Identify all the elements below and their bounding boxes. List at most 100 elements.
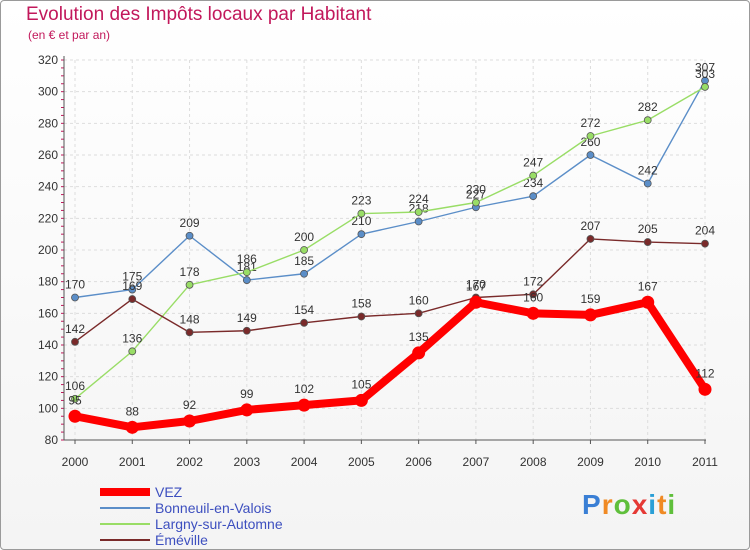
data-label: 149 — [237, 311, 257, 325]
data-point — [242, 276, 251, 284]
data-label: 223 — [351, 194, 371, 208]
y-tick-label: 100 — [38, 401, 58, 415]
x-tick-label: 2001 — [119, 455, 146, 469]
data-label: 178 — [180, 265, 200, 279]
data-point — [240, 403, 254, 417]
y-tick-label: 300 — [38, 85, 58, 99]
logo-letter: x — [632, 489, 649, 520]
legend-label: Bonneuil-en-Valois — [155, 500, 271, 516]
series-layer: 1701752091811852102182272342602423071061… — [65, 61, 715, 434]
data-label: 106 — [65, 379, 85, 393]
data-point — [125, 420, 139, 434]
data-point — [414, 217, 423, 226]
x-tick-label: 2011 — [692, 455, 718, 469]
data-point — [586, 235, 595, 243]
data-label: 112 — [695, 366, 714, 380]
data-label: 186 — [237, 252, 257, 266]
series-line — [74, 79, 706, 299]
data-point — [641, 295, 655, 309]
series-1: 170175209181185210218227234260242307 — [65, 61, 715, 302]
series-line — [74, 86, 706, 400]
data-point — [300, 269, 308, 278]
data-point — [185, 231, 194, 240]
data-point — [698, 382, 712, 396]
data-label: 200 — [294, 230, 314, 244]
x-tick-label: 2007 — [463, 455, 490, 469]
logo-letter: t — [657, 489, 667, 520]
data-label: 234 — [523, 176, 543, 190]
logo-letter: r — [602, 489, 614, 520]
y-tick-label: 120 — [38, 370, 58, 384]
data-point — [701, 83, 709, 91]
data-point — [643, 116, 652, 125]
data-label: 207 — [580, 219, 600, 233]
data-label: 282 — [638, 100, 658, 114]
legend-label: VEZ — [155, 484, 183, 500]
data-label: 209 — [180, 216, 200, 230]
data-label: 170 — [65, 278, 85, 292]
y-tick-label: 140 — [38, 338, 58, 352]
logo-letter: P — [582, 489, 602, 520]
data-point — [128, 295, 137, 303]
data-label: 185 — [294, 254, 314, 268]
data-point — [68, 409, 82, 423]
data-label: 230 — [466, 183, 486, 197]
data-point — [183, 414, 197, 428]
data-point — [297, 398, 311, 412]
data-label: 158 — [351, 297, 371, 311]
x-tick-label: 2000 — [62, 455, 89, 469]
data-label: 205 — [638, 222, 658, 236]
chart-title: Evolution des Impôts locaux par Habitant — [26, 4, 372, 25]
series-3: 142 169 148 149 154 158 160 170 172 207 205 204 — [65, 219, 715, 346]
data-point — [185, 280, 194, 289]
data-label: 99 — [240, 387, 254, 401]
x-tick-label: 2003 — [233, 455, 260, 469]
y-tick-label: 80 — [45, 433, 59, 447]
data-point — [71, 394, 79, 403]
series-line — [71, 298, 709, 432]
data-label: 148 — [180, 312, 200, 326]
data-point — [357, 209, 366, 218]
series-line — [74, 238, 706, 343]
data-label: 170 — [466, 278, 486, 292]
data-point — [643, 179, 652, 188]
legend-label: Largny-sur-Automne — [155, 516, 283, 532]
data-point — [414, 208, 423, 216]
data-point — [529, 290, 538, 299]
data-point — [128, 347, 137, 356]
data-label: 167 — [638, 279, 658, 293]
y-tick-label: 220 — [38, 211, 58, 225]
chart-subtitle: (en € et par an) — [28, 28, 111, 42]
x-tick-label: 2002 — [176, 455, 203, 469]
data-label: 160 — [523, 290, 543, 304]
data-label: 105 — [351, 377, 371, 391]
data-point — [357, 312, 366, 321]
data-point — [586, 132, 595, 140]
data-label: 142 — [65, 322, 85, 336]
data-label: 227 — [466, 187, 486, 201]
data-point — [300, 318, 308, 327]
data-label: 303 — [695, 67, 715, 81]
data-label: 95 — [68, 393, 82, 407]
logo-letter: i — [667, 489, 676, 520]
axes: 80 100 120 140 160 180 200 220 240 260 280 300 320 20… — [38, 53, 718, 469]
data-label: 204 — [695, 224, 715, 238]
data-point — [526, 306, 540, 320]
data-label: 224 — [409, 192, 429, 206]
data-label: 135 — [409, 330, 429, 344]
data-label: 159 — [580, 292, 600, 306]
data-point — [472, 198, 480, 207]
x-tick-label: 2005 — [348, 455, 375, 469]
series-0: 95 88 92 99 102 105 135 167 160 159 167 112 — [68, 279, 715, 434]
data-label: 242 — [638, 164, 658, 178]
data-label: 260 — [580, 135, 600, 149]
data-label: 272 — [580, 116, 600, 130]
logo-letter: i — [648, 489, 657, 520]
y-tick-label: 320 — [38, 53, 58, 67]
x-tick-label: 2010 — [634, 455, 661, 469]
data-point — [529, 171, 538, 180]
legend-label: Éméville — [155, 532, 208, 548]
data-point — [357, 230, 366, 239]
data-point — [354, 393, 368, 407]
data-point — [469, 295, 483, 309]
